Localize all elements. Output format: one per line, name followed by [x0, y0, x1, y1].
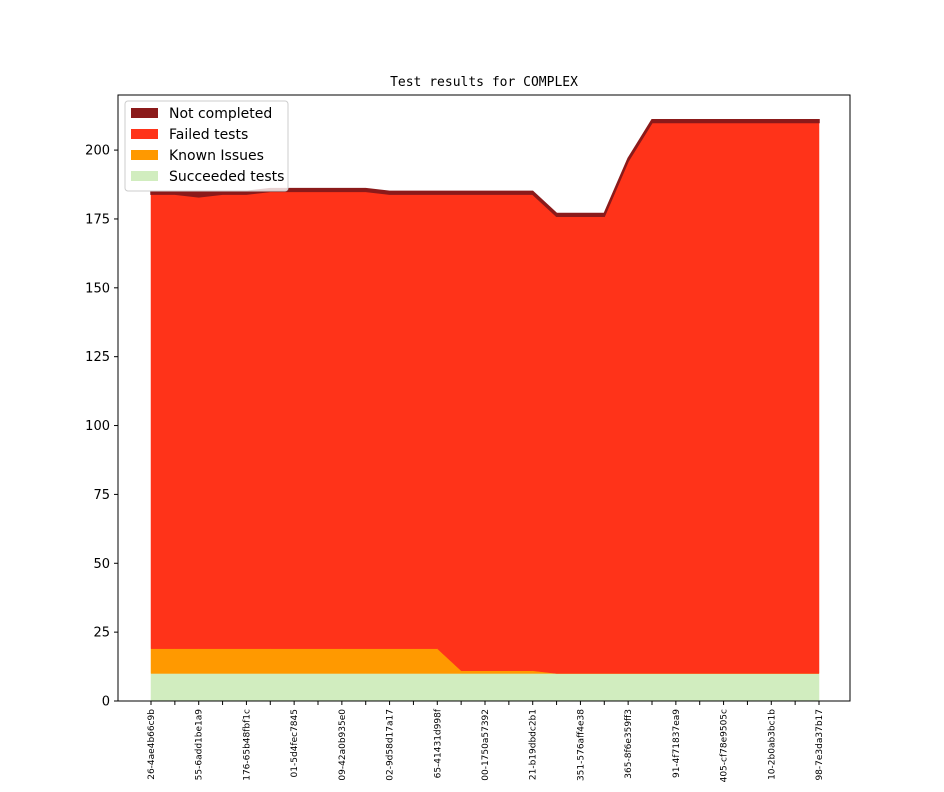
- x-tick-label: 351-576aff4e38: [576, 709, 586, 781]
- x-tick-label: 26-4ae4b66c9b: [147, 709, 157, 780]
- x-tick-label: 02-9d58d17a17: [386, 709, 396, 781]
- legend-swatch: [131, 171, 158, 181]
- x-tick-label: 21-b19dbdc2b1: [529, 709, 539, 780]
- y-axis: 0 25 50 75 100 125 150 175 200: [85, 144, 118, 710]
- x-tick-label: 176-65b48fbf1c: [242, 709, 252, 781]
- legend-label: Known Issues: [169, 148, 264, 164]
- y-tick-label: 150: [85, 281, 110, 296]
- x-tick-label: 98-7e3da37b17: [815, 709, 825, 781]
- x-tick-label: 55-6add1be1a9: [195, 709, 205, 781]
- legend-swatch: [131, 108, 158, 118]
- areas-layer: [150, 119, 820, 702]
- area-succeeded-tests: [150, 673, 820, 702]
- y-tick-label: 125: [85, 350, 110, 365]
- x-tick-label: 65-41431d998f: [433, 708, 443, 778]
- y-tick-label: 0: [102, 695, 110, 710]
- y-tick-label: 75: [93, 488, 110, 503]
- x-axis: 26-4ae4b66c9b 55-6add1be1a9 176-65b48fbf1c…: [147, 701, 825, 782]
- legend: Not completed Failed tests Known Issues Suc…: [124, 100, 289, 192]
- x-tick-label: 405-cf78e9505c: [720, 709, 730, 782]
- legend-box: [124, 100, 289, 192]
- y-tick-label: 25: [93, 626, 110, 641]
- y-tick-label: 175: [85, 212, 110, 227]
- area-failed-tests: [150, 122, 820, 674]
- y-tick-label: 50: [93, 557, 110, 572]
- x-tick-label: 01-5d4fec7845: [290, 709, 300, 777]
- legend-swatch: [131, 150, 158, 160]
- y-tick-label: 200: [85, 144, 110, 159]
- x-tick-label: 00-1750a57392: [481, 709, 491, 781]
- plot-frame: [117, 94, 851, 702]
- area-not-completed: [150, 119, 820, 217]
- y-tick-label: 100: [85, 419, 110, 434]
- x-tick-label: 09-42a0b935e0: [338, 709, 348, 781]
- x-tick-label: 365-8f6e359ff3: [624, 709, 634, 779]
- x-tick-label: 10-2b0ab3bc1b: [767, 709, 777, 780]
- x-tick-label: 91-4f71837ea9: [672, 709, 682, 778]
- legend-swatch: [131, 129, 158, 139]
- chart-title: Test results for COMPLEX: [390, 75, 578, 90]
- legend-label: Not completed: [169, 106, 272, 122]
- legend-label: Succeeded tests: [169, 169, 284, 185]
- legend-label: Failed tests: [169, 127, 248, 143]
